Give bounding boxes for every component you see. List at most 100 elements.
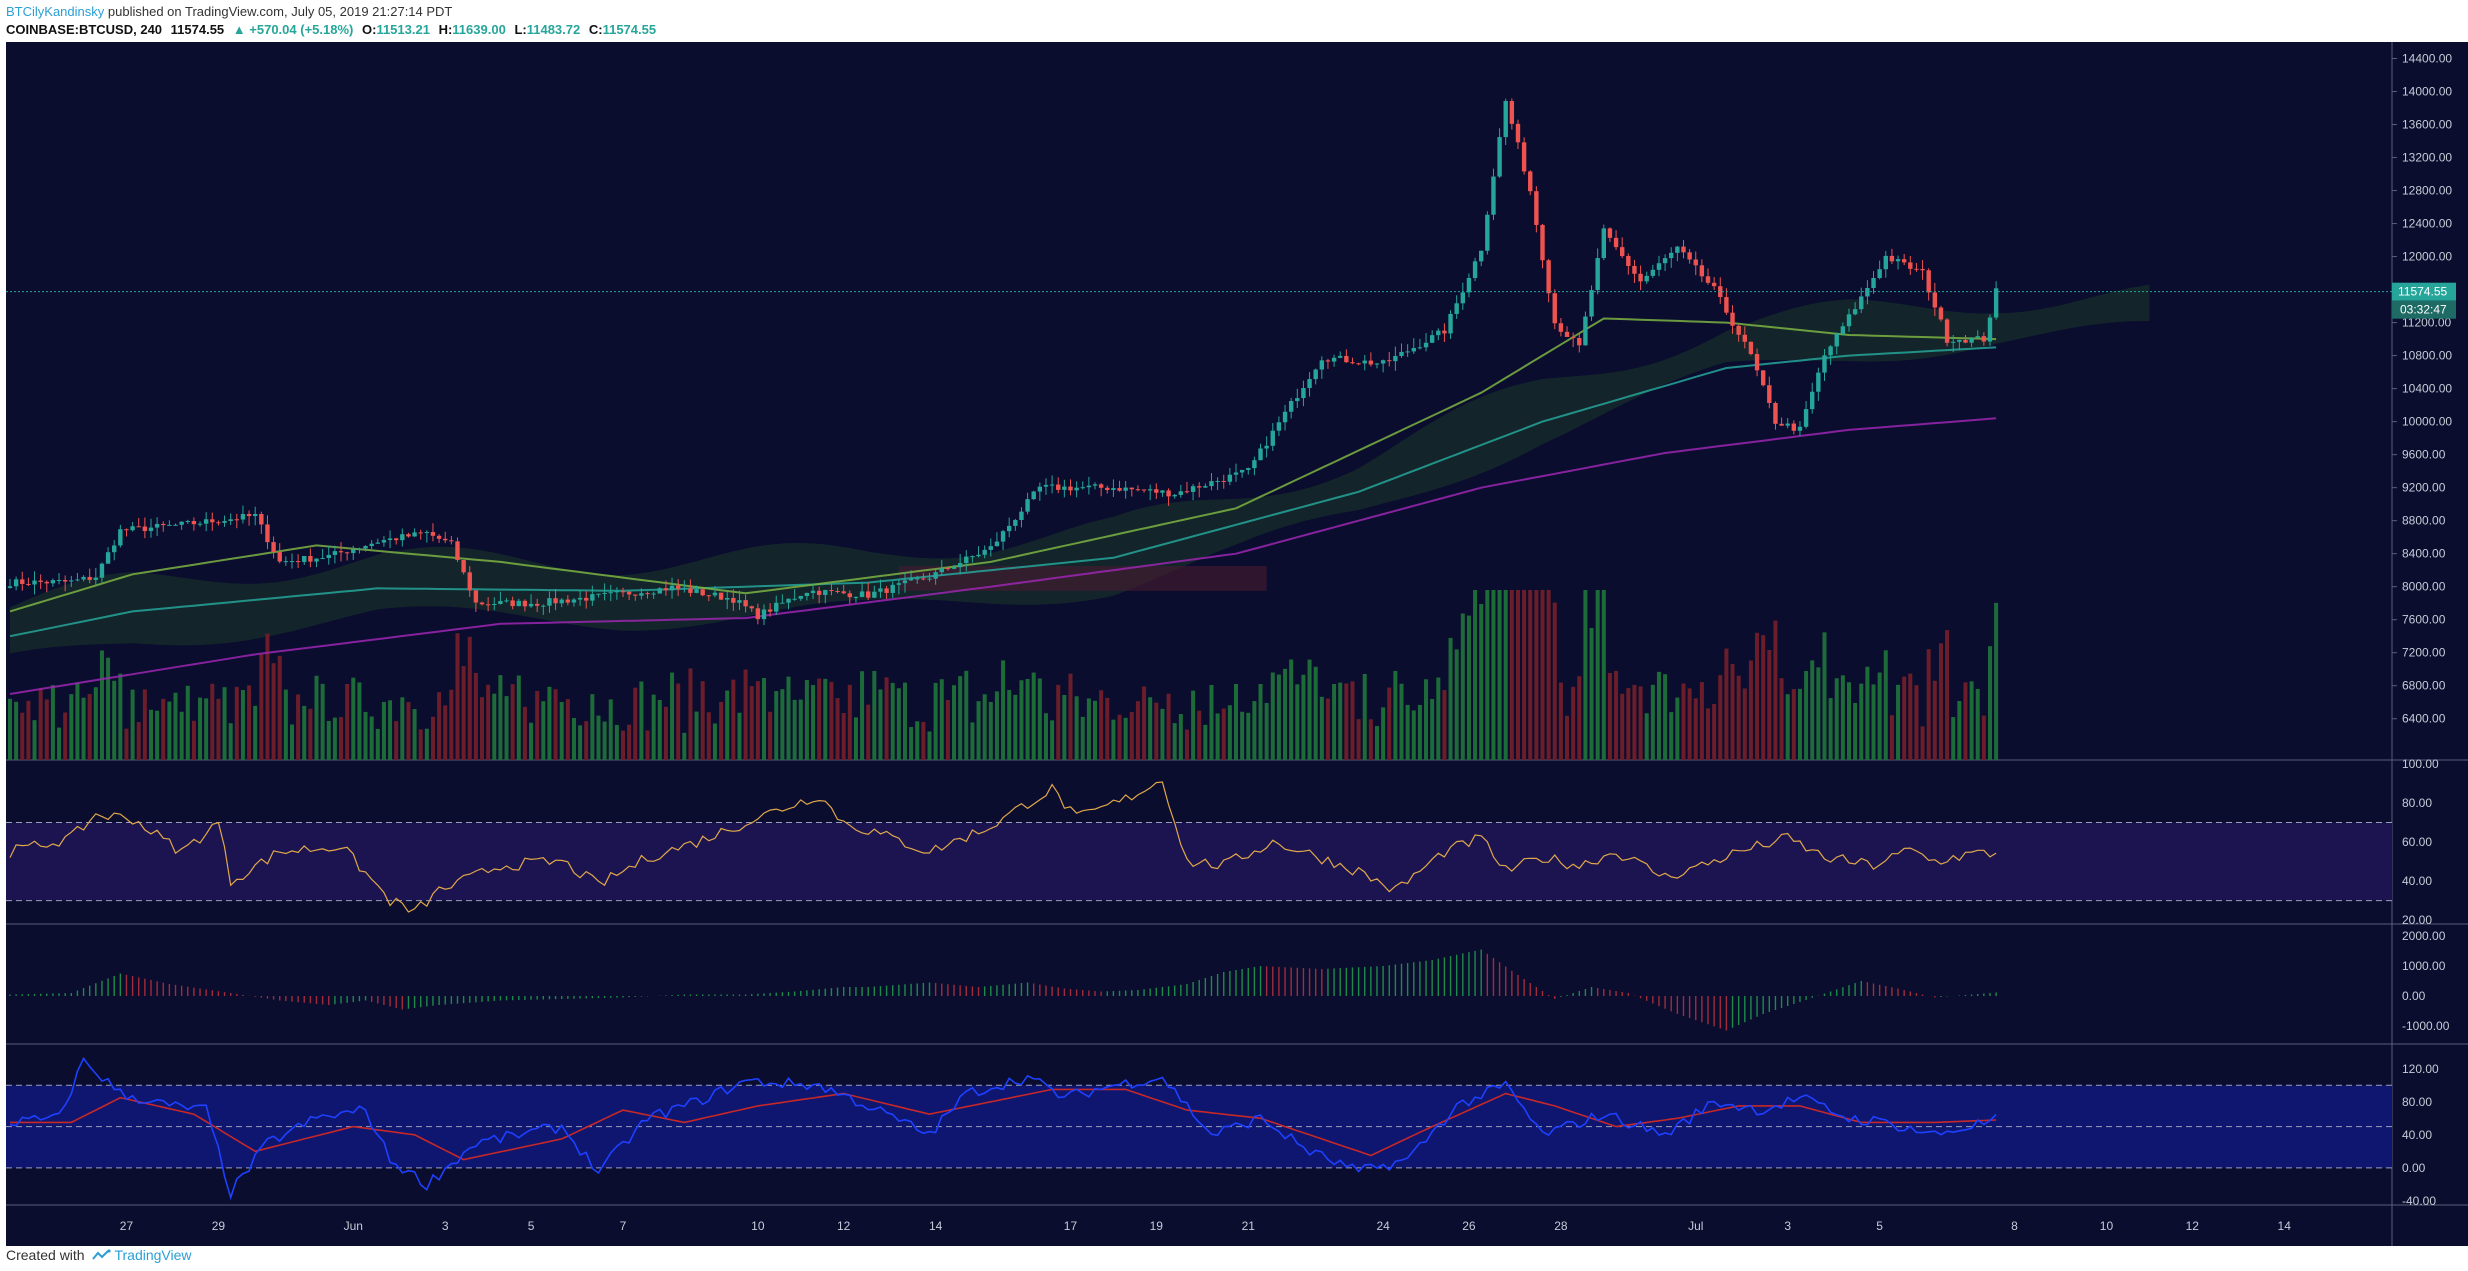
volume-bar — [571, 718, 576, 760]
candle-body — [375, 542, 380, 544]
volume-bar — [1706, 708, 1711, 760]
candle — [118, 524, 123, 548]
candle-body — [1497, 137, 1502, 177]
candle-body — [1577, 338, 1582, 346]
low-label: L: — [514, 22, 527, 37]
candle — [755, 603, 761, 625]
candle — [412, 528, 417, 537]
volume-bar — [1656, 671, 1661, 760]
candle-body — [780, 602, 785, 604]
volume-bar — [400, 697, 405, 760]
candle-body — [908, 578, 914, 581]
time-tick-label: 3 — [442, 1219, 449, 1233]
candle-body — [1350, 362, 1355, 364]
candle — [1552, 289, 1557, 330]
time-tick-label: 29 — [212, 1219, 226, 1233]
author-link[interactable]: BTCilyKandinsky — [6, 4, 105, 19]
volume-bar — [639, 681, 644, 760]
candle-body — [890, 584, 895, 593]
volume-bar — [1804, 671, 1809, 760]
volume-bar — [1834, 678, 1839, 760]
candle-body — [357, 548, 362, 550]
candle-body — [1975, 336, 1980, 338]
candle — [964, 550, 969, 572]
volume-bar — [860, 671, 865, 760]
candle — [1785, 418, 1790, 429]
candle-body — [1288, 401, 1294, 412]
trading-chart[interactable]: 14400.00 14000.00 13600.00 13200.00 12800.00… — [0, 42, 2468, 1246]
candle — [1485, 211, 1490, 255]
time-tick-label: 8 — [2011, 1219, 2018, 1233]
volume-bar — [1019, 680, 1024, 760]
candle — [1466, 273, 1472, 298]
candle — [259, 511, 264, 534]
candle — [957, 553, 963, 575]
volume-bar — [1332, 684, 1337, 760]
candle-body — [577, 597, 583, 600]
candle-body — [1074, 487, 1079, 491]
volume-bar — [314, 675, 319, 760]
volume-bar — [896, 688, 901, 760]
volume-bar — [1926, 649, 1931, 760]
candle — [1307, 372, 1312, 397]
candle-body — [455, 541, 460, 561]
candle — [1920, 260, 1925, 280]
volume-bar — [136, 722, 141, 760]
candle-body — [75, 579, 80, 581]
rsi-tick-label: 40.00 — [2402, 874, 2432, 888]
candle-body — [976, 554, 981, 557]
candle-body — [1987, 317, 1993, 342]
candle — [1479, 250, 1484, 267]
candle — [1393, 346, 1398, 371]
volume-bar — [473, 672, 478, 760]
candle — [369, 540, 374, 550]
candle-body — [1417, 347, 1423, 349]
candle-body — [265, 524, 270, 543]
candle — [1852, 302, 1858, 316]
candle-body — [737, 600, 742, 603]
candle-body — [1711, 282, 1717, 287]
candle — [1172, 493, 1177, 499]
candle — [191, 517, 197, 531]
volume-bar — [1424, 679, 1429, 760]
tradingview-brand-link[interactable]: TradingView — [114, 1247, 192, 1263]
last-price-tag — [2392, 282, 2456, 301]
candle — [1724, 288, 1729, 315]
price-tick-label: 10400.00 — [2402, 382, 2452, 396]
volume-bar — [1877, 672, 1882, 760]
volume-bar — [1276, 674, 1281, 760]
volume-bar — [1577, 676, 1582, 760]
candle-body — [326, 554, 331, 559]
candle — [1062, 479, 1067, 498]
candle-body — [1362, 360, 1367, 364]
candle — [1767, 376, 1772, 409]
candle — [400, 528, 405, 547]
symbol-name[interactable]: COINBASE:BTCUSD, 240 — [6, 22, 163, 37]
candle — [1834, 332, 1839, 355]
volume-bar — [1062, 695, 1067, 760]
volume-bar — [755, 681, 760, 760]
candle-body — [1859, 296, 1864, 310]
candle — [449, 535, 454, 545]
candle — [1589, 285, 1594, 321]
volume-bar — [1086, 698, 1091, 760]
candle — [1074, 481, 1079, 498]
price-tick-label: 14000.00 — [2402, 85, 2452, 99]
candle — [1344, 349, 1349, 363]
candle-body — [1000, 531, 1006, 542]
candle-body — [118, 529, 123, 546]
macd-tick-label: 0.00 — [2402, 989, 2426, 1003]
candle-body — [1773, 402, 1778, 424]
volume-bar — [584, 721, 589, 760]
candle-body — [1908, 262, 1913, 269]
candle-body — [835, 590, 840, 592]
volume-bar — [1448, 637, 1453, 760]
candle-body — [816, 590, 822, 595]
candle-body — [26, 583, 31, 585]
candle-body — [1485, 214, 1490, 251]
candle — [1135, 485, 1141, 492]
volume-bar — [958, 676, 963, 760]
volume-bar — [719, 701, 724, 760]
volume-bar — [774, 691, 779, 760]
candle-body — [749, 606, 754, 609]
